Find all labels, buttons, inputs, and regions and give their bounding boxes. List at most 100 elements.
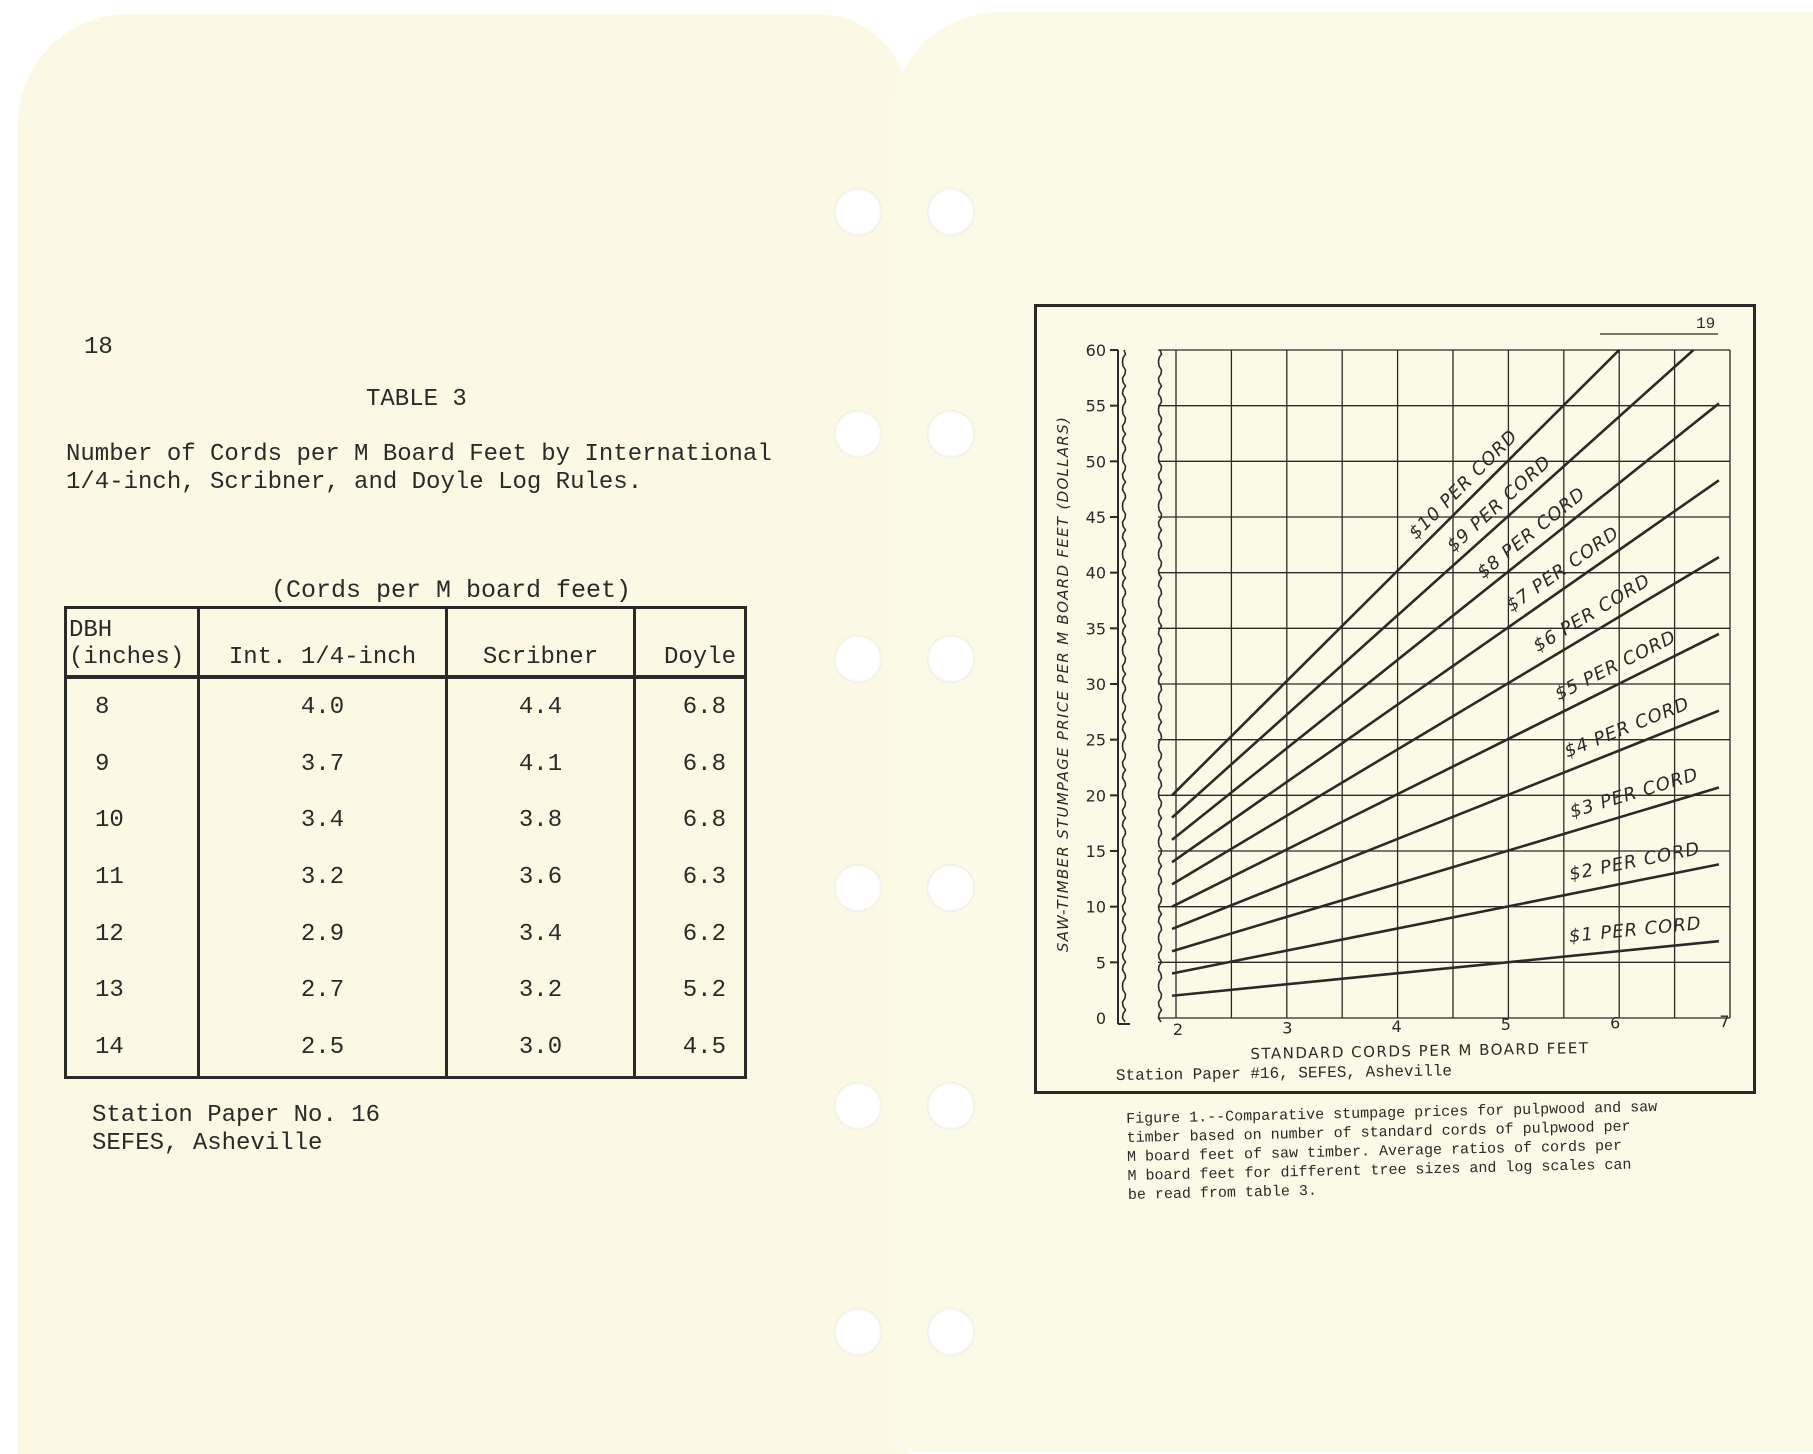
cell-int: 2.9: [197, 905, 448, 963]
cell-dbh: 11: [64, 849, 200, 906]
x-tick-label: 2: [1173, 1020, 1183, 1039]
binder-hole: [834, 1308, 882, 1356]
binder-hole: [927, 1308, 975, 1356]
source-line2: SEFES, Asheville: [92, 1130, 323, 1157]
cell-dbh: 8: [64, 677, 200, 736]
cell-doyle: 4.5: [633, 1019, 747, 1078]
series-line: [1171, 349, 1621, 797]
binder-hole: [927, 864, 975, 912]
table-title-line2: 1/4-inch, Scribner, and Doyle Log Rules.: [66, 469, 643, 496]
source-line1: Station Paper No. 16: [92, 1102, 381, 1129]
cell-scribner: 4.1: [445, 735, 636, 793]
y-tick-label: 10: [1086, 898, 1106, 917]
chart-frame: [1034, 304, 1756, 1094]
right-page: [890, 12, 1813, 1452]
x-tick-label: 4: [1392, 1017, 1402, 1036]
series-line: [1171, 555, 1720, 886]
cell-doyle: 6.8: [633, 677, 747, 736]
cell-dbh: 10: [64, 792, 200, 850]
cell-scribner: 3.4: [445, 905, 636, 963]
table-row: 13 2.7 3.2 5.2: [64, 962, 747, 1020]
binder-hole: [927, 1082, 975, 1130]
cell-int: 4.0: [197, 677, 448, 736]
cell-doyle: 6.3: [633, 849, 747, 906]
cell-scribner: 3.2: [445, 962, 636, 1020]
cell-scribner: 3.6: [445, 849, 636, 906]
cords-table: DBH (inches) Int. 1/4-inch Scribner Doyl…: [64, 606, 747, 1079]
series-line: [1171, 786, 1720, 953]
col-header-doyle: Doyle: [633, 607, 747, 679]
chart-source: Station Paper #16, SEFES, Asheville: [1116, 1062, 1452, 1085]
cell-dbh: 9: [64, 735, 200, 793]
y-tick-label: 0: [1096, 1009, 1106, 1028]
y-tick-label: 20: [1086, 786, 1106, 805]
cell-doyle: 6.8: [633, 735, 747, 793]
cell-doyle: 5.2: [633, 962, 747, 1020]
series-line: [1171, 939, 1720, 998]
cell-doyle: 6.2: [633, 905, 747, 963]
x-tick-label: 6: [1610, 1014, 1620, 1033]
y-tick-label: 50: [1086, 452, 1106, 471]
cell-int: 3.4: [197, 792, 448, 850]
y-tick-label: 35: [1086, 619, 1106, 638]
y-axis-label: SAW-TIMBER STUMPAGE PRICE PER M BOARD FE…: [1054, 416, 1072, 952]
col-header-scribner: Scribner: [445, 607, 636, 679]
y-tick-label: 30: [1086, 675, 1106, 694]
table-header-row: DBH (inches) Int. 1/4-inch Scribner Doyl…: [64, 607, 747, 679]
page-number-right: 19: [1696, 315, 1715, 333]
cell-dbh: 13: [64, 962, 200, 1020]
table-row: 14 2.5 3.0 4.5: [64, 1019, 747, 1078]
page-number-left: 18: [84, 334, 113, 361]
x-tick-label: 3: [1282, 1018, 1292, 1037]
series-line: [1171, 709, 1720, 931]
cell-dbh: 12: [64, 905, 200, 963]
series-label: $1 PER CORD: [1568, 913, 1703, 947]
series-line: [1171, 479, 1720, 864]
figure-caption: Figure 1.--Comparative stumpage prices f…: [1126, 1098, 1658, 1204]
series-line: [1171, 632, 1720, 908]
cell-int: 2.5: [197, 1019, 448, 1078]
cell-dbh: 14: [64, 1019, 200, 1078]
table-row: 9 3.7 4.1 6.8: [64, 735, 747, 793]
cell-doyle: 6.8: [633, 792, 747, 850]
table-label: TABLE 3: [366, 386, 467, 413]
y-tick-label: 40: [1086, 564, 1106, 583]
table-title-line1: Number of Cords per M Board Feet by Inte…: [66, 441, 772, 468]
binder-hole: [834, 1082, 882, 1130]
table-row: 12 2.9 3.4 6.2: [64, 905, 747, 963]
table-row: 8 4.0 4.4 6.8: [64, 677, 747, 736]
binder-hole: [927, 188, 975, 236]
x-tick-label: 5: [1501, 1015, 1511, 1034]
binder-hole: [927, 635, 975, 683]
y-tick-label: 25: [1086, 731, 1106, 750]
x-axis-label: STANDARD CORDS PER M BOARD FEET: [1250, 1039, 1589, 1063]
y-tick-label: 60: [1086, 341, 1106, 360]
table-row: 11 3.2 3.6 6.3: [64, 849, 747, 906]
axis-break-line: [1157, 349, 1163, 1023]
x-tick-label: 7: [1719, 1012, 1729, 1031]
y-tick-label: 5: [1096, 953, 1106, 972]
cell-int: 3.2: [197, 849, 448, 906]
y-tick-label: 15: [1086, 842, 1106, 861]
y-tick-label: 55: [1086, 397, 1106, 416]
col-header-int: Int. 1/4-inch: [197, 607, 448, 679]
series-label: $2 PER CORD: [1567, 838, 1702, 885]
cell-scribner: 4.4: [445, 677, 636, 736]
y-tick-label: 45: [1086, 508, 1106, 527]
series-line: [1171, 349, 1695, 819]
binder-hole: [834, 410, 882, 458]
cell-int: 3.7: [197, 735, 448, 793]
binder-hole: [927, 410, 975, 458]
table-row: 10 3.4 3.8 6.8: [64, 792, 747, 850]
binder-hole: [834, 188, 882, 236]
binder-hole: [834, 635, 882, 683]
axis-break-line: [1121, 349, 1127, 1023]
binder-hole: [834, 864, 882, 912]
units-note: (Cords per M board feet): [271, 576, 632, 605]
col-header-dbh: DBH (inches): [64, 607, 200, 679]
series-line: [1171, 863, 1720, 975]
series-line: [1171, 402, 1720, 841]
cell-scribner: 3.8: [445, 792, 636, 850]
table-body: 8 4.0 4.4 6.8 9 3.7 4.1 6.8 10 3.4 3.8 6.8 11 3.2 3.6 6…: [64, 677, 747, 1078]
